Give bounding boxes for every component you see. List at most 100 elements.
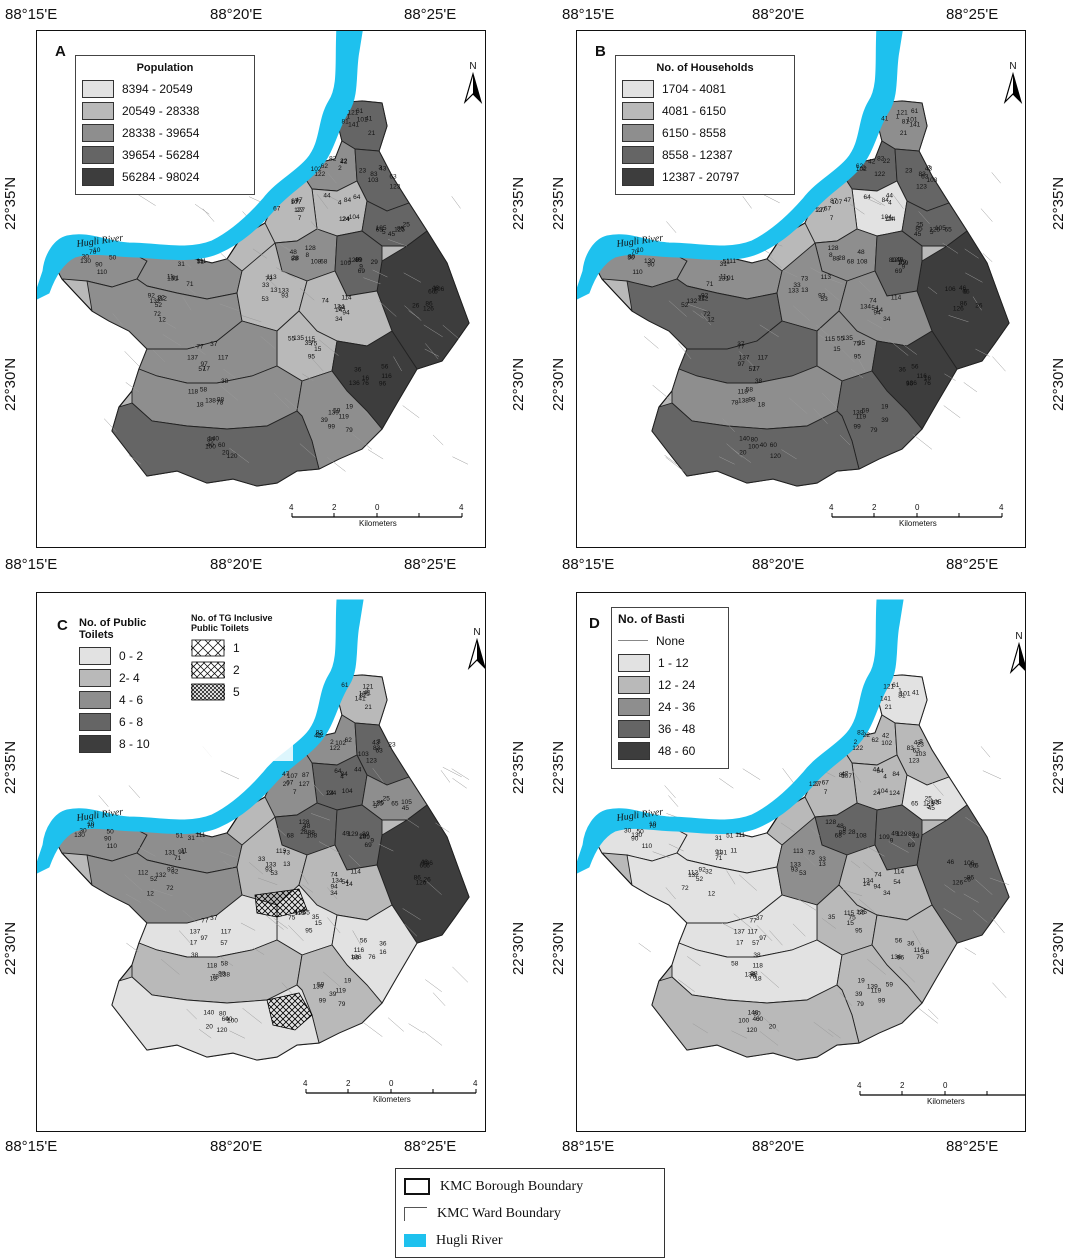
ward-label: 34 — [335, 316, 343, 323]
ward-label: 110 — [632, 269, 643, 276]
ward-label: 37 — [210, 915, 218, 922]
ward-boundary-line — [902, 830, 916, 843]
legend-label: 2- 4 — [119, 671, 140, 685]
ward-label: 103 — [368, 177, 379, 184]
ward-boundary-line — [425, 343, 439, 360]
ward-label: 46 — [432, 285, 440, 292]
ward-label: 11 — [730, 848, 737, 855]
ward-boundary-line — [980, 208, 993, 222]
ward-boundary-line — [223, 368, 236, 379]
lon-tick-1-bottom: 88°15'E — [5, 556, 58, 573]
ward-label: 127 — [815, 207, 826, 214]
ward-label: 43 — [372, 739, 380, 746]
ward-boundary-line — [404, 923, 418, 937]
panel-label: B — [595, 43, 606, 60]
ward-boundary-line — [964, 248, 979, 259]
scale-label-2: 2 — [332, 503, 337, 512]
ward-boundary-line — [888, 841, 909, 853]
ward-label: 141 — [348, 122, 359, 129]
ward-boundary-line — [387, 1017, 404, 1032]
ward-boundary-line — [918, 1008, 938, 1024]
ward-label: 94 — [342, 309, 350, 316]
ward-label: 14 — [335, 307, 343, 314]
ward-boundary-line — [125, 893, 141, 903]
ward-label: 9 — [359, 264, 363, 271]
hugli-river — [577, 599, 904, 874]
ward-boundary-line — [318, 841, 339, 853]
ward-label: 119 — [871, 987, 882, 994]
ward-label: 49 — [354, 256, 362, 263]
ward-label: 89 — [362, 831, 370, 838]
ward-label: 5 — [373, 803, 377, 810]
ward-label: 63 — [921, 173, 929, 180]
ward-label: 77 — [749, 917, 757, 924]
ward-label: 75 — [853, 340, 861, 347]
ward-label: 113 — [793, 848, 804, 855]
ward-label: 116 — [381, 373, 392, 380]
ward-label: 86 — [425, 301, 433, 308]
ward-label: 27 — [296, 207, 304, 214]
ward-boundary-line — [867, 846, 885, 857]
ward-label: 76 — [362, 380, 370, 387]
lat-tick-2: 22°30'N — [550, 921, 568, 976]
ward-boundary-line — [850, 860, 861, 869]
ward-label: 116 — [917, 373, 928, 380]
north-label: N — [1015, 631, 1023, 642]
ward-label: 86 — [414, 875, 422, 882]
scale-label-3: 0 — [389, 1079, 394, 1088]
legend-label: 12 - 24 — [658, 678, 696, 692]
ward-label: 141 — [355, 696, 366, 703]
ward-boundary-line — [273, 918, 288, 929]
north-label: N — [1009, 61, 1017, 72]
ward-boundary-line — [147, 898, 167, 912]
ward-label: 130 — [644, 258, 655, 265]
ward-label: 14 — [345, 881, 353, 888]
ward-label: 44 — [873, 767, 881, 774]
ward-boundary-line — [182, 296, 192, 311]
ward-label: 57 — [749, 366, 757, 373]
ward-boundary-line — [813, 408, 828, 424]
legend-swatch — [79, 713, 111, 731]
ward-boundary-line — [362, 408, 377, 424]
borough-region — [851, 180, 908, 237]
ward-label: 49 — [896, 256, 904, 263]
ward-label: 42 — [314, 733, 322, 740]
scale-label-2: 2 — [872, 503, 877, 512]
ward-label: 36 — [379, 940, 387, 947]
ward-label: 23 — [388, 742, 396, 749]
ward-label: 62 — [321, 163, 329, 170]
ward-label: 91 — [172, 275, 180, 282]
ward-label: 66 — [962, 288, 970, 295]
ward-label: 120 — [227, 453, 238, 460]
north-label: N — [473, 627, 481, 638]
ward-boundary-line — [892, 194, 904, 209]
ward-label: 131 — [165, 849, 176, 856]
ward-label: 7 — [824, 789, 828, 796]
ward-label: 98 — [218, 971, 226, 978]
legend-swatch — [79, 691, 111, 709]
ward-boundary-line — [972, 910, 988, 923]
ward-boundary-line — [299, 870, 309, 885]
legend-row-ward: KMC Ward Boundary — [404, 1200, 656, 1227]
ward-label: 133 — [788, 288, 799, 295]
legend-item: 8394 - 20549 — [82, 78, 248, 100]
ward-label: 69 — [895, 268, 903, 275]
ward-label: 32 — [171, 868, 179, 875]
ward-label: 46 — [959, 285, 967, 292]
ward-label: 105 — [931, 799, 942, 806]
ward-label: 133 — [790, 862, 801, 869]
ward-label: 73 — [283, 850, 291, 857]
ward-label: 53 — [820, 296, 828, 303]
ward-label: 84 — [344, 197, 352, 204]
ward-boundary-line — [278, 242, 294, 254]
ward-boundary-line — [944, 884, 956, 893]
ward-label: 12 — [708, 891, 716, 898]
legend-row-borough: KMC Borough Boundary — [404, 1173, 656, 1200]
legend-item: 1 - 12 — [618, 652, 722, 674]
ward-label: 20 — [739, 450, 747, 457]
north-arrow-icon: N — [465, 627, 485, 675]
ward-label: 18 — [754, 976, 762, 983]
ward-label: 59 — [862, 408, 870, 415]
ward-label: 80 — [753, 1011, 761, 1018]
